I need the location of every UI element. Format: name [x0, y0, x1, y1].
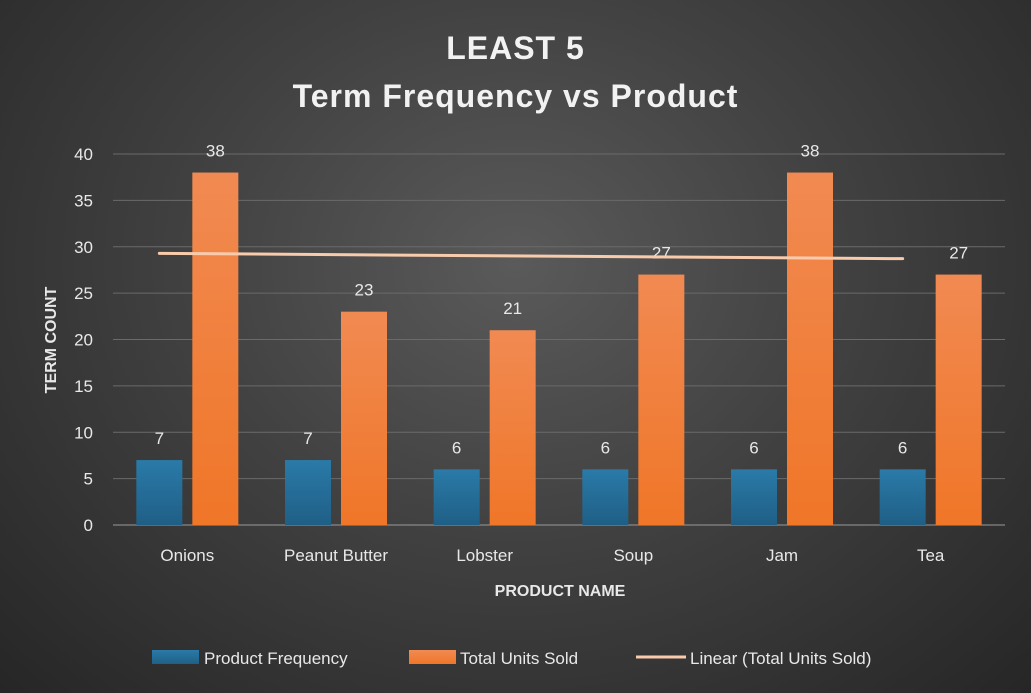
data-label-total-units-sold: 27 [949, 244, 968, 263]
chart-title: LEAST 5 [446, 30, 585, 66]
data-label-product-frequency: 6 [452, 438, 461, 457]
y-tick-label: 5 [84, 470, 93, 489]
y-tick-label: 10 [74, 423, 93, 442]
legend-label-trendline: Linear (Total Units Sold) [690, 649, 871, 668]
data-label-product-frequency: 7 [155, 429, 164, 448]
legend-swatch-total-units-sold [409, 650, 456, 664]
bar-product-frequency [285, 460, 331, 525]
category-label: Peanut Butter [284, 546, 388, 565]
bar-product-frequency [136, 460, 183, 525]
legend-swatch-product-frequency [152, 650, 199, 664]
data-label-product-frequency: 6 [749, 438, 758, 457]
bar-total-units-sold [638, 274, 685, 525]
x-axis-title: PRODUCT NAME [495, 583, 626, 600]
category-label: Lobster [456, 546, 513, 565]
data-label-product-frequency: 7 [303, 429, 312, 448]
y-tick-label: 30 [74, 238, 93, 257]
bar-product-frequency [433, 469, 480, 525]
trendline [157, 251, 905, 261]
y-tick-label: 20 [74, 331, 93, 350]
data-label-total-units-sold: 27 [652, 244, 671, 263]
y-tick-label: 15 [74, 377, 93, 396]
category-label: Tea [917, 546, 945, 565]
y-tick-label: 40 [74, 145, 93, 164]
chart-subtitle: Term Frequency vs Product [292, 78, 739, 114]
category-label: Jam [766, 546, 798, 565]
data-label-total-units-sold: 23 [355, 281, 374, 300]
legend-label-product-frequency: Product Frequency [204, 649, 348, 668]
y-axis-title: TERM COUNT [43, 286, 60, 393]
bar-product-frequency [879, 469, 926, 525]
category-label: Onions [160, 546, 214, 565]
y-tick-label: 25 [74, 284, 93, 303]
data-label-total-units-sold: 21 [503, 299, 522, 318]
bar-product-frequency [582, 469, 629, 525]
legend-label-total-units-sold: Total Units Sold [460, 649, 578, 668]
data-label-total-units-sold: 38 [206, 142, 225, 161]
data-label-total-units-sold: 38 [801, 142, 820, 161]
data-label-product-frequency: 6 [601, 438, 610, 457]
bar-total-units-sold [489, 330, 536, 525]
bar-product-frequency [731, 469, 777, 525]
y-tick-label: 0 [84, 516, 93, 535]
y-tick-label: 35 [74, 191, 93, 210]
category-label: Soup [613, 546, 653, 565]
bar-total-units-sold [341, 311, 387, 525]
bar-total-units-sold [787, 172, 833, 526]
data-label-product-frequency: 6 [898, 438, 907, 457]
bar-total-units-sold [935, 274, 982, 525]
bar-total-units-sold [192, 172, 239, 526]
